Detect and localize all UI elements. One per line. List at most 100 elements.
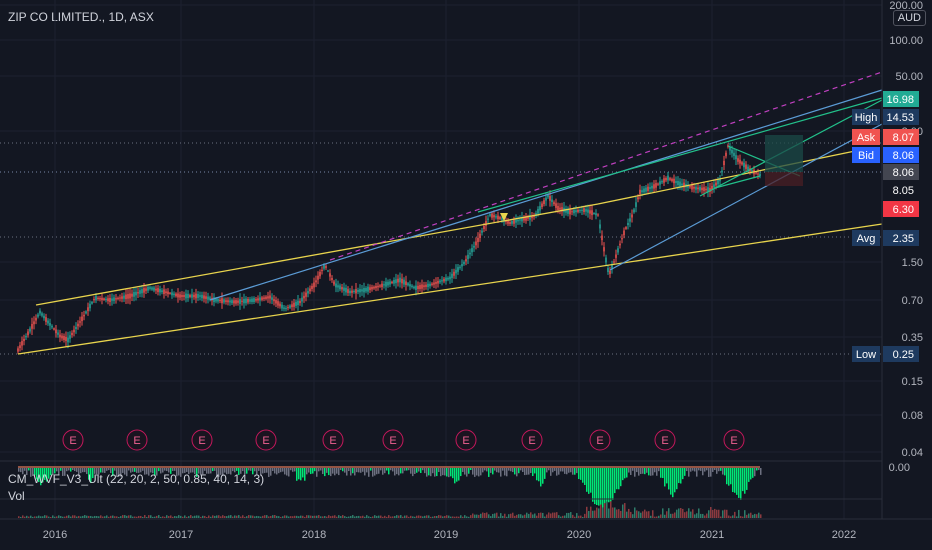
candle-body [657, 183, 659, 185]
indicator-bar [466, 468, 468, 477]
indicator-bar [642, 468, 644, 474]
candle-body [251, 298, 253, 302]
volume-bar [656, 516, 658, 518]
indicator-bar [362, 468, 364, 472]
volume-bar [520, 514, 522, 518]
indicator-bar [388, 468, 390, 475]
earnings-circle [191, 429, 213, 451]
volume-bar [118, 516, 120, 518]
price-label-tag: Bid [858, 150, 874, 162]
candle-body [427, 283, 429, 288]
earnings-marker-label: E [730, 435, 737, 447]
price-label-value-bg [883, 147, 919, 163]
indicator-bar [148, 468, 150, 476]
volume-bar [438, 515, 440, 518]
indicator-bar [482, 468, 484, 473]
currency-badge[interactable]: AUD [892, 10, 926, 26]
indicator-bar [630, 468, 632, 475]
indicator-bar [202, 468, 204, 475]
candle-body [331, 277, 333, 281]
indicator-bar [124, 468, 126, 475]
candle-body [595, 213, 597, 216]
candle-body [613, 261, 615, 263]
volume-bar [698, 508, 700, 518]
volume-bar [504, 513, 506, 518]
volume-bar [312, 515, 314, 518]
volume-bar [310, 515, 312, 518]
time-axis[interactable]: 2016 2017 2018 2019 2020 2021 2022 [0, 518, 932, 550]
candle-body [439, 280, 441, 283]
candle-body [91, 301, 93, 304]
indicator-bar [250, 468, 252, 471]
indicator-bar [678, 468, 680, 484]
price-axis[interactable]: 200.00100.0050.003.001.500.700.350.150.0… [881, 0, 923, 519]
candle-body [457, 267, 459, 272]
indicator-bar [472, 468, 474, 475]
indicator-bar [460, 468, 462, 477]
indicator-bar [54, 468, 56, 474]
indicator-bar [108, 468, 110, 471]
symbol-title[interactable]: ZIP CO LIMITED., 1D, ASX [8, 10, 154, 24]
candle-body [327, 270, 329, 272]
volume-bar [566, 512, 568, 518]
volume-bar [352, 515, 354, 518]
candle-body [545, 197, 547, 201]
volume-bar [744, 510, 746, 518]
volume-bar [110, 515, 112, 518]
indicator-bar [276, 468, 278, 475]
candle-body [307, 291, 309, 294]
volume-bar [474, 514, 476, 518]
candle-body [89, 303, 91, 309]
candle-body [605, 257, 607, 263]
candle-body [449, 276, 451, 280]
candle-body [709, 188, 711, 192]
volume-bar [124, 515, 126, 518]
indicator-bar [218, 468, 220, 477]
indicator-bar [288, 468, 290, 477]
candle-body [481, 230, 483, 233]
indicator-bar [160, 468, 162, 474]
volume-bar [34, 516, 36, 518]
indicator-bar [242, 468, 244, 472]
volume-bar [132, 516, 134, 518]
indicator-bar [672, 468, 674, 498]
earnings-circle [382, 429, 404, 451]
indicator-bar [564, 468, 566, 474]
volume-bar [84, 515, 86, 518]
indicator-bar [260, 468, 262, 476]
volume-bar [254, 516, 256, 518]
volume-bar [510, 513, 512, 518]
indicator-bar [568, 468, 570, 473]
indicator-bar [652, 468, 654, 476]
volume-bar [112, 515, 114, 518]
volume-bar [48, 516, 50, 518]
volume-bar [354, 516, 356, 518]
volume-bar [238, 515, 240, 518]
candle-body [441, 280, 443, 282]
candle-body [385, 281, 387, 287]
volume-bar [724, 509, 726, 518]
volume-bar [36, 516, 38, 518]
candle-body [275, 300, 277, 304]
candle-body [53, 328, 55, 330]
candle-body [35, 317, 37, 321]
volume-bar [466, 516, 468, 518]
volume-bar [46, 515, 48, 518]
indicator-label[interactable]: CM_WVF_V3_Ult (22, 20, 2, 50, 0.85, 40, … [8, 472, 265, 486]
indicator-bar [444, 468, 446, 476]
indicator-bar [650, 468, 652, 476]
volume-bar [270, 515, 272, 518]
volume-bar [422, 516, 424, 518]
volume-bar [492, 513, 494, 518]
candle-body [601, 235, 603, 241]
volume-label[interactable]: Vol [8, 489, 25, 503]
indicator-bar [546, 468, 548, 473]
candle-body [511, 221, 513, 224]
indicator-bar [554, 468, 556, 471]
candle-body [229, 300, 231, 303]
volume-bar [454, 516, 456, 518]
indicator-bar [498, 468, 500, 473]
volume-bar [264, 515, 266, 518]
